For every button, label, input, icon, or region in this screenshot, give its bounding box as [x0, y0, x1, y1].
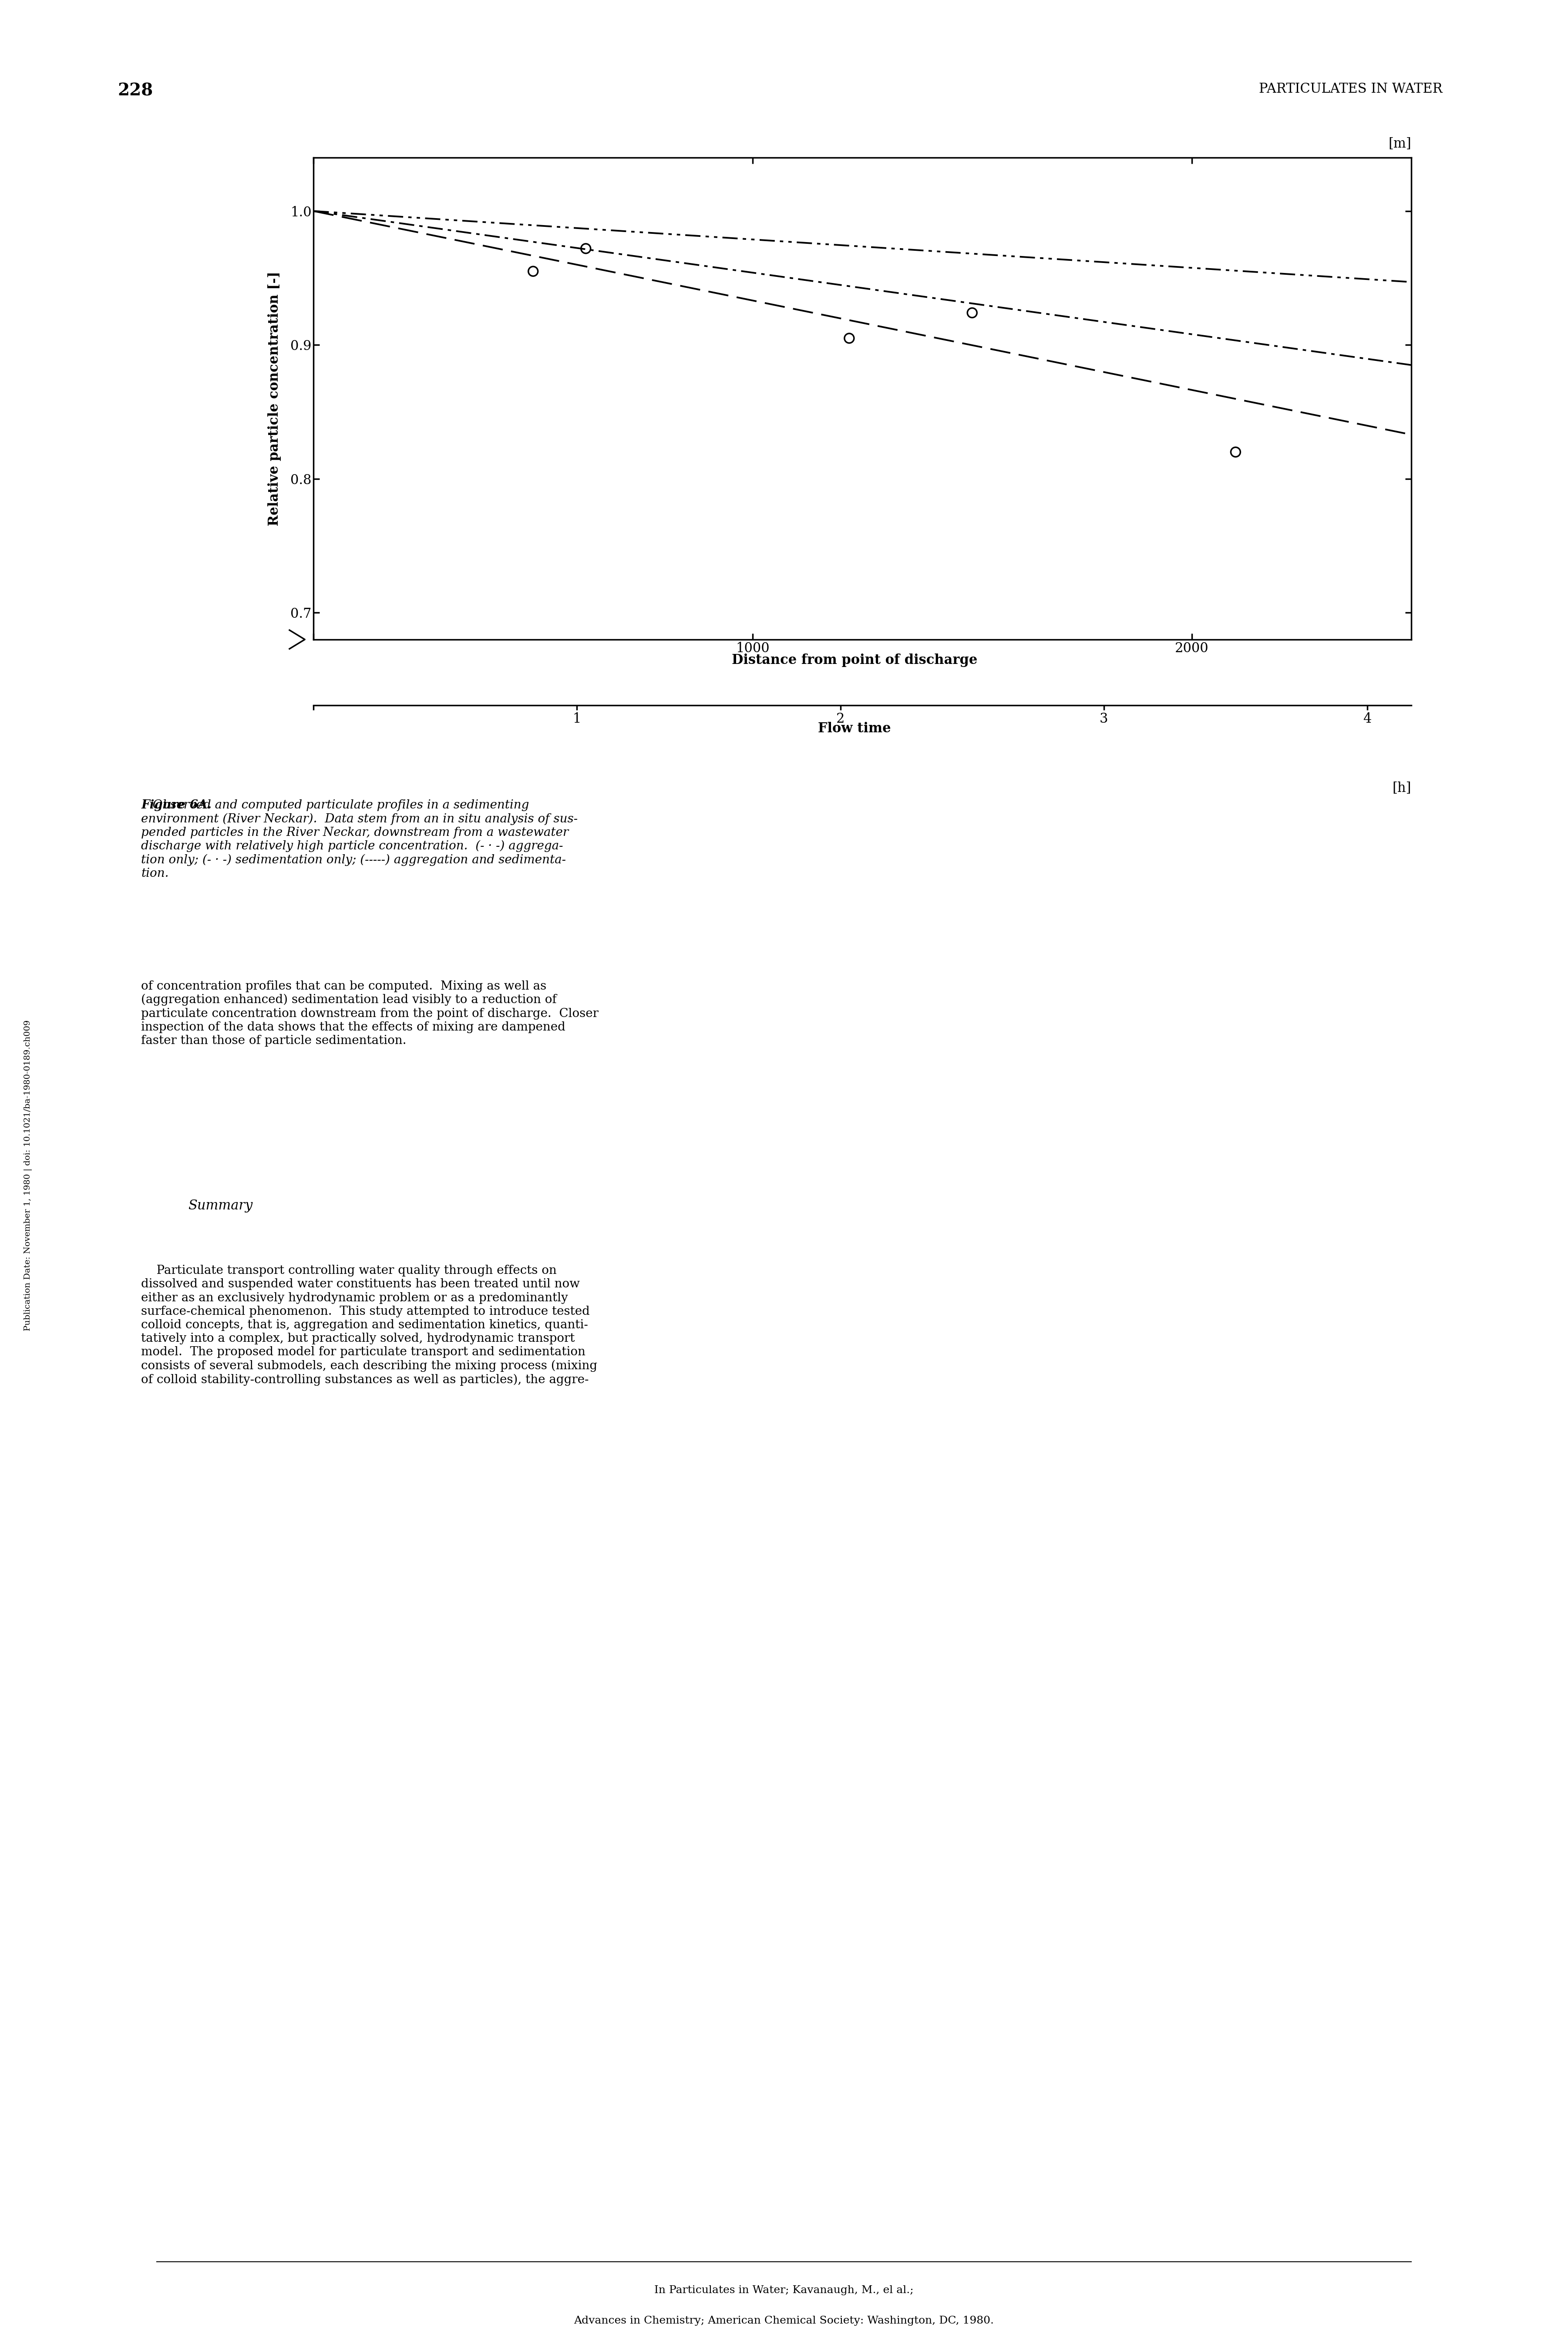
Text: Summary: Summary [188, 1199, 252, 1213]
Y-axis label: Relative particle concentration [-]: Relative particle concentration [-] [268, 270, 281, 527]
Text: of concentration profiles that can be computed.  Mixing as well as
(aggregation : of concentration profiles that can be co… [141, 980, 599, 1046]
Text: [m]: [m] [1388, 136, 1411, 150]
Text: PARTICULATES IN WATER: PARTICULATES IN WATER [1259, 82, 1443, 96]
Text: [h]: [h] [1392, 781, 1411, 795]
Point [574, 230, 599, 268]
Point [837, 320, 862, 357]
Text: Particulate transport controlling water quality through effects on
dissolved and: Particulate transport controlling water … [141, 1265, 597, 1385]
Point [521, 252, 546, 289]
Text: In Particulates in Water; Kavanaugh, M., el al.;: In Particulates in Water; Kavanaugh, M.,… [654, 2285, 914, 2295]
Point [1223, 433, 1248, 470]
Text: Advances in Chemistry; American Chemical Society: Washington, DC, 1980.: Advances in Chemistry; American Chemical… [574, 2316, 994, 2325]
Text: Publication Date: November 1, 1980 | doi: 10.1021/ba-1980-0189.ch009: Publication Date: November 1, 1980 | doi… [24, 1020, 33, 1331]
Text: Figure 6A.: Figure 6A. [141, 799, 212, 811]
Text: Flow time: Flow time [818, 722, 891, 736]
Text: Distance from point of discharge: Distance from point of discharge [732, 654, 977, 668]
Text: 228: 228 [118, 82, 154, 99]
Text: Observed and computed particulate profiles in a sedimenting
environment (River N: Observed and computed particulate profil… [141, 799, 577, 879]
Point [960, 294, 985, 331]
